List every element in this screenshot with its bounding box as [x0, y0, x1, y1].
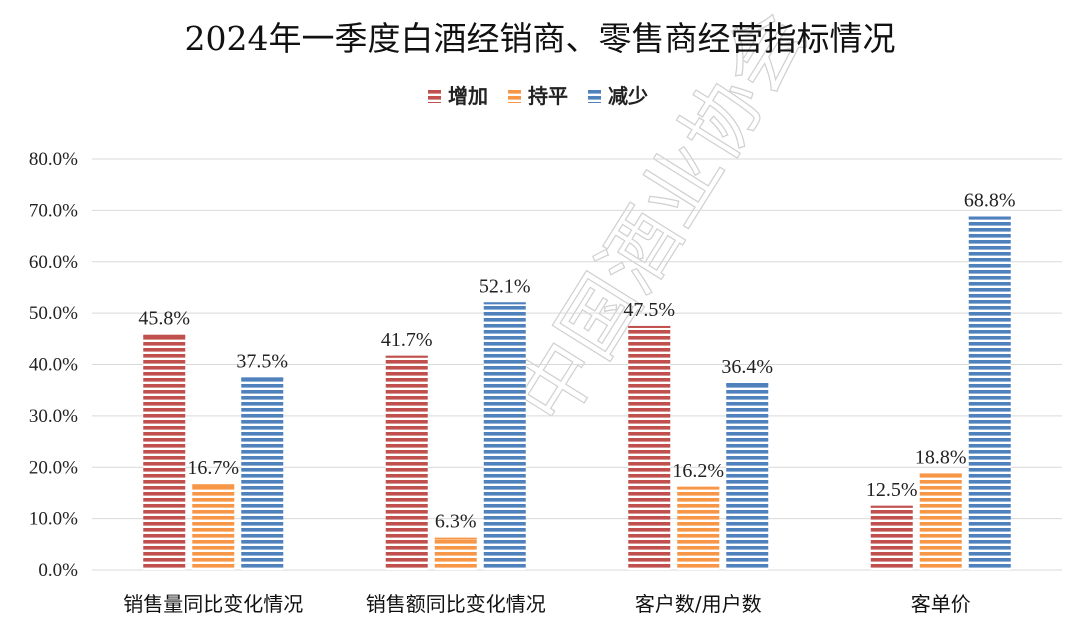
data-label: 18.8% [915, 446, 967, 468]
bar-flat [192, 484, 235, 570]
bar-cap [919, 473, 962, 476]
data-label: 16.2% [672, 460, 724, 482]
bar-cap [726, 382, 769, 385]
bar-decrease [483, 302, 526, 570]
data-label: 52.1% [479, 275, 531, 297]
bar-increase [143, 334, 186, 570]
bar-decrease [726, 382, 769, 570]
bar-flat [919, 473, 962, 570]
x-tick-label: 客单价 [911, 592, 971, 616]
y-axis: 0.0% 10.0% 20.0% 30.0% 40.0% 50.0% 60.0% 70.0% 8… [29, 149, 78, 581]
y-tick-label: 70.0% [29, 200, 78, 221]
data-label: 68.8% [964, 190, 1016, 212]
x-tick-label: 销售量同比变化情况 [123, 592, 303, 616]
data-label: 37.5% [236, 350, 288, 372]
bar-cap [870, 505, 913, 508]
legend-swatch-flat [508, 90, 521, 103]
y-tick-label: 40.0% [29, 355, 78, 376]
bar-flat [434, 537, 477, 570]
data-labels: 45.8% 16.7% 37.5% 41.7% 6.3% 52.1% 47.5% 16.2% 3… [138, 190, 1015, 533]
bar-cap [968, 216, 1011, 219]
data-label: 36.4% [721, 356, 773, 378]
bar-cap [434, 537, 477, 540]
y-tick-label: 60.0% [29, 252, 78, 273]
data-label: 41.7% [381, 329, 433, 351]
legend-swatch-increase [428, 90, 441, 103]
bar-cap [192, 484, 235, 487]
bar-increase [628, 325, 671, 570]
legend-label-flat: 持平 [528, 84, 568, 108]
chart-title: 2024年一季度白酒经销商、零售商经营指标情况 [185, 19, 896, 58]
data-label: 45.8% [138, 308, 190, 330]
legend-label-increase: 增加 [448, 84, 488, 108]
data-label: 12.5% [866, 479, 918, 501]
x-tick-label: 销售额同比变化情况 [366, 592, 546, 616]
y-tick-label: 0.0% [38, 560, 78, 581]
legend-label-decrease: 减少 [608, 84, 648, 108]
x-axis: 销售量同比变化情况 销售额同比变化情况 客户数/用户数 客单价 [123, 592, 971, 616]
bar-increase [870, 505, 913, 570]
y-tick-label: 20.0% [29, 457, 78, 478]
bars [143, 216, 1011, 571]
legend: 增加 持平 减少 [428, 84, 648, 108]
bar-cap [628, 325, 671, 328]
bar-decrease [241, 377, 284, 570]
bar-cap [483, 302, 526, 305]
y-tick-label: 10.0% [29, 509, 78, 530]
bar-cap [241, 377, 284, 380]
bar-decrease [968, 216, 1011, 571]
legend-swatch-decrease [588, 90, 601, 103]
bar-cap [143, 334, 186, 337]
bar-cap [385, 355, 428, 358]
x-tick-label: 客户数/用户数 [635, 592, 762, 616]
y-tick-label: 80.0% [29, 149, 78, 170]
data-label: 47.5% [623, 299, 675, 321]
y-tick-label: 30.0% [29, 406, 78, 427]
bar-cap [677, 486, 720, 489]
data-label: 6.3% [435, 511, 477, 533]
bar-increase [385, 355, 428, 570]
data-label: 16.7% [187, 457, 239, 479]
y-tick-label: 50.0% [29, 303, 78, 324]
bar-flat [677, 486, 720, 570]
